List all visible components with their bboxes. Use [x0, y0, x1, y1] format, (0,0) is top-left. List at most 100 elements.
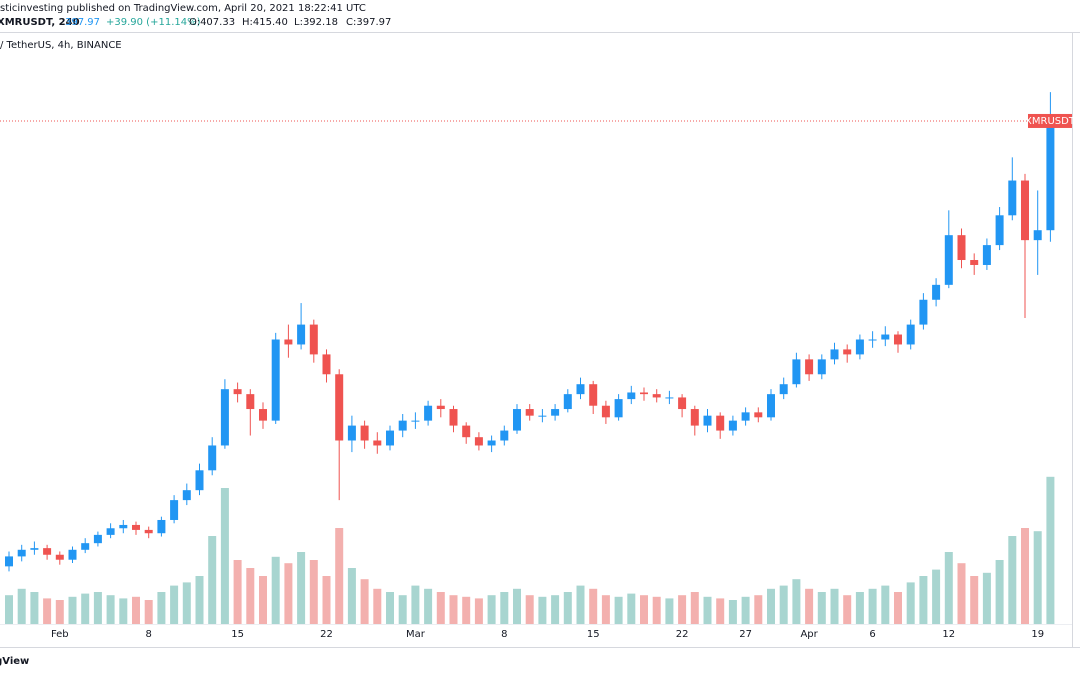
volume-bar — [144, 600, 153, 624]
x-tick-label: 15 — [587, 629, 600, 640]
volume-bar — [1033, 531, 1042, 624]
volume-bar — [132, 596, 140, 624]
volume-bar — [970, 576, 979, 624]
candle-body — [335, 374, 344, 441]
candle-body — [779, 384, 788, 395]
volume-bar — [982, 572, 991, 624]
candle-body — [995, 215, 1004, 246]
candle-body — [436, 405, 445, 410]
x-tick-label: 8 — [146, 629, 152, 640]
candle-body — [132, 524, 140, 530]
candle-body — [1033, 230, 1042, 241]
volume-bar — [805, 588, 814, 624]
volume-bar — [93, 592, 102, 624]
candle-body — [144, 529, 153, 534]
volume-bar — [436, 592, 445, 624]
volume-bar — [297, 552, 306, 624]
volume-bar — [233, 560, 242, 624]
volume-bar — [513, 588, 521, 624]
candle-body — [855, 339, 864, 355]
candle-body — [259, 409, 267, 421]
candle-body — [322, 354, 331, 375]
candle-body — [792, 359, 801, 385]
candle-body — [17, 549, 26, 557]
candle-body — [233, 389, 242, 395]
candle-body — [5, 556, 13, 567]
candle-body — [43, 548, 52, 555]
candle-body — [538, 415, 547, 417]
volume-bar — [309, 560, 318, 624]
candle-body — [487, 440, 496, 446]
candle-body — [106, 528, 115, 535]
volume-bar — [246, 568, 255, 624]
volume-bar — [614, 596, 623, 624]
candle-body — [906, 324, 915, 345]
candle-body — [665, 397, 674, 399]
volume-bar — [1046, 476, 1055, 624]
volume-bar — [728, 600, 737, 624]
candle-body — [55, 554, 64, 560]
candle-body — [741, 412, 750, 421]
candle-body — [970, 260, 979, 265]
candle-body — [1021, 180, 1029, 241]
volume-bar — [881, 585, 890, 624]
x-tick-label: 27 — [739, 629, 752, 640]
volume-bar — [538, 596, 547, 624]
volume-bar — [1021, 528, 1029, 624]
candle-body — [208, 445, 217, 471]
ohlc-open: O:407.33 — [189, 17, 235, 28]
candle-body — [716, 415, 725, 431]
volume-bar — [360, 579, 369, 624]
candle-body — [513, 409, 521, 431]
volume-bar — [424, 588, 433, 624]
volume-bar — [106, 595, 115, 624]
volume-bar — [220, 488, 229, 624]
ohlc-high: H:415.40 — [242, 17, 288, 28]
x-tick-label: 22 — [676, 629, 689, 640]
volume-bar — [259, 576, 267, 624]
volume-bar — [830, 588, 839, 624]
ohlc-close: C:397.97 — [346, 17, 391, 28]
candle-body — [601, 405, 610, 418]
candle-body — [652, 394, 661, 398]
candle-body — [373, 440, 382, 446]
volume-bar — [347, 568, 356, 624]
candle-body — [220, 389, 229, 446]
volume-bar — [601, 595, 610, 624]
volume-bar — [68, 596, 77, 624]
volume-bar — [894, 592, 902, 624]
candle-body — [386, 430, 394, 446]
volume-bar — [474, 598, 483, 624]
volume-bar — [843, 595, 852, 624]
volume-bar — [487, 595, 496, 624]
volume-bar — [551, 595, 560, 624]
volume-bar — [81, 593, 90, 624]
price-label-box — [1028, 113, 1072, 128]
volume-bar — [792, 579, 801, 624]
volume-bar — [855, 592, 864, 624]
volume-bar — [627, 593, 636, 624]
candle-body — [690, 409, 699, 426]
volume-bar — [868, 588, 877, 624]
volume-bar — [43, 598, 52, 624]
x-tick-label: Apr — [800, 629, 818, 640]
volume-bar — [208, 536, 217, 624]
candle-body — [563, 394, 572, 410]
volume-bar — [30, 592, 39, 624]
publisher: sticinvesting published on TradingView.c… — [0, 3, 366, 14]
volume-bar — [652, 596, 661, 624]
candle-body — [411, 420, 420, 422]
candle-body — [817, 359, 826, 375]
candle-body — [868, 339, 877, 341]
ohlc-low: L:392.18 — [294, 17, 338, 28]
volume-bar — [411, 585, 420, 624]
candle-body — [360, 425, 369, 441]
volume-bar — [373, 588, 382, 624]
x-tick-label: 22 — [320, 629, 333, 640]
candle-body — [449, 409, 458, 426]
volume-bar — [17, 588, 26, 624]
candle-body — [678, 397, 687, 410]
candle-body — [703, 415, 712, 426]
